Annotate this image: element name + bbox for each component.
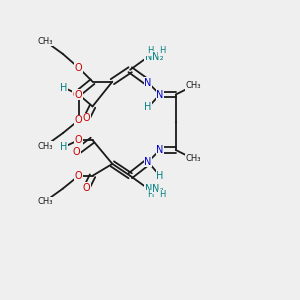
Text: NH₂: NH₂ [145, 52, 163, 62]
Text: CH₃: CH₃ [37, 37, 53, 46]
Text: O: O [75, 171, 82, 181]
Text: N: N [144, 78, 152, 88]
Text: N: N [156, 145, 164, 155]
Text: N: N [152, 184, 160, 194]
Text: N: N [144, 157, 152, 167]
Text: CH₃: CH₃ [186, 154, 201, 164]
Text: H: H [159, 190, 165, 199]
Text: H: H [159, 46, 165, 56]
Text: O: O [75, 115, 82, 125]
Text: H: H [144, 102, 152, 112]
Text: N: N [156, 89, 164, 100]
Text: H: H [60, 142, 68, 152]
Text: H: H [60, 82, 68, 93]
Text: H: H [147, 190, 153, 199]
Text: O: O [73, 89, 80, 100]
Text: O: O [75, 63, 82, 73]
Text: NH₂: NH₂ [145, 184, 163, 194]
Text: O: O [75, 135, 82, 145]
Text: O: O [73, 147, 80, 157]
Text: O: O [83, 183, 90, 193]
Text: O: O [83, 113, 90, 123]
Text: CH₃: CH₃ [37, 142, 53, 151]
Text: H: H [147, 46, 153, 56]
Text: N: N [152, 52, 160, 62]
Text: CH₃: CH₃ [186, 81, 201, 90]
Text: H: H [156, 171, 164, 181]
Text: O: O [75, 89, 82, 100]
Text: CH₃: CH₃ [37, 197, 53, 206]
